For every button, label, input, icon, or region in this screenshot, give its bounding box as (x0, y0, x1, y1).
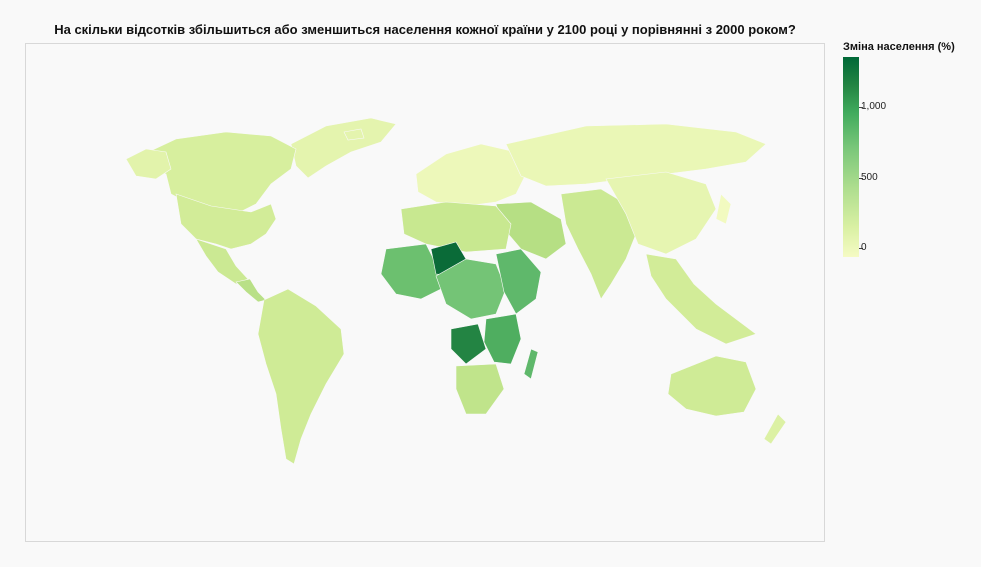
region-west-africa[interactable] (380, 243, 442, 300)
region-usa[interactable] (175, 193, 277, 250)
region-japan[interactable] (715, 193, 732, 225)
legend-tick-mark-0 (859, 107, 863, 108)
region-madagascar[interactable] (523, 348, 539, 380)
region-south-america[interactable] (257, 288, 345, 465)
region-east-asia[interactable] (605, 171, 717, 255)
region-iceland[interactable] (343, 128, 365, 141)
region-russia[interactable] (505, 123, 767, 187)
legend-title: Зміна населення (%) (843, 41, 955, 53)
legend-tick-mark-2 (859, 248, 863, 249)
legend-tick-label-0: 1,000 (861, 101, 887, 112)
region-southeast-africa[interactable] (483, 313, 522, 365)
region-alaska[interactable] (125, 148, 172, 180)
region-angola[interactable] (450, 323, 487, 365)
region-canada[interactable] (143, 131, 297, 215)
legend-color-bar (843, 57, 859, 257)
world-map[interactable] (25, 43, 825, 542)
region-australia[interactable] (667, 355, 757, 417)
region-new-zealand[interactable] (763, 413, 787, 445)
legend-tick-label-2: 0 (861, 242, 867, 253)
map-svg (125, 117, 787, 465)
region-east-africa[interactable] (495, 248, 542, 315)
legend-tick-label-1: 500 (861, 172, 878, 183)
region-greenland[interactable] (290, 117, 397, 179)
region-central-america[interactable] (235, 278, 267, 303)
region-southeast-asia[interactable] (645, 253, 757, 345)
region-europe[interactable] (415, 143, 527, 207)
chart-title: На скільки відсотків збільшиться або зме… (54, 22, 796, 37)
region-north-africa[interactable] (400, 201, 512, 253)
region-southern-africa[interactable] (455, 363, 505, 415)
legend: Зміна населення (%) 1,000 500 0 (843, 41, 973, 271)
region-central-africa[interactable] (435, 258, 507, 320)
legend-tick-mark-1 (859, 178, 863, 179)
